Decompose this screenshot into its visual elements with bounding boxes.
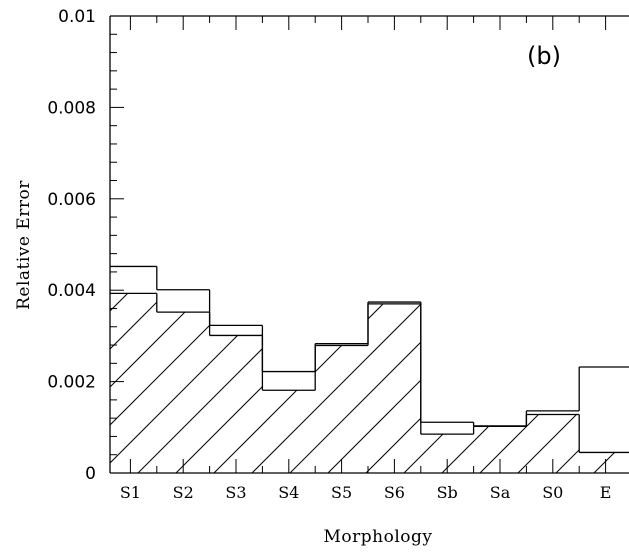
- x-category-label: S2: [173, 483, 194, 502]
- y-tick-label: 0: [85, 464, 96, 484]
- y-axis-title: Relative Error: [14, 180, 34, 310]
- x-axis: S1 S2 S3 S4 S5 S6 Sb Sa S0 E: [120, 16, 612, 502]
- x-category-label: E: [600, 483, 612, 502]
- x-category-label: S5: [331, 483, 352, 502]
- y-tick-label: 0.002: [47, 373, 96, 393]
- panel-label: (b): [527, 42, 561, 70]
- x-category-label: S6: [384, 483, 405, 502]
- outline-series: [110, 265, 629, 427]
- x-category-label: S4: [278, 483, 299, 502]
- x-category-label: S1: [120, 483, 141, 502]
- x-category-label: Sb: [437, 483, 458, 502]
- x-category-label: S3: [225, 483, 246, 502]
- y-tick-label: 0.008: [47, 98, 96, 118]
- y-axis: 0 0.002 0.004 0.006 0.008 0.01: [47, 7, 124, 484]
- y-tick-label: 0.004: [47, 281, 96, 301]
- x-category-label: S0: [542, 483, 563, 502]
- y-tick-label: 0.006: [47, 190, 96, 210]
- x-category-label: Sa: [490, 483, 511, 502]
- plot-frame: [109, 15, 629, 474]
- y-tick-label: 0.01: [58, 7, 96, 27]
- x-axis-title: Morphology: [324, 527, 433, 547]
